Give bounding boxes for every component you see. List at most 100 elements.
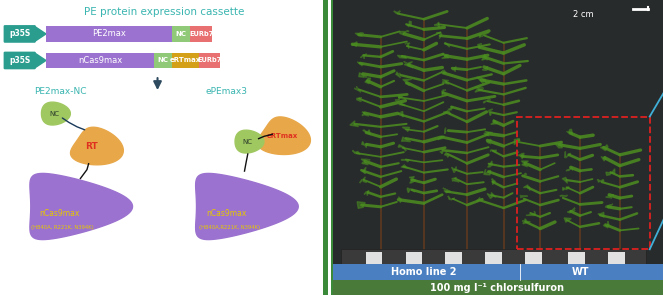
FancyBboxPatch shape	[46, 26, 172, 42]
Polygon shape	[364, 190, 369, 196]
Polygon shape	[399, 102, 405, 106]
FancyBboxPatch shape	[190, 26, 211, 42]
Polygon shape	[350, 121, 359, 127]
Polygon shape	[445, 152, 449, 157]
Text: 2 cm: 2 cm	[573, 10, 594, 19]
Polygon shape	[600, 145, 608, 151]
Polygon shape	[34, 26, 46, 42]
Polygon shape	[398, 111, 403, 117]
Polygon shape	[452, 66, 456, 71]
Polygon shape	[443, 188, 451, 193]
Polygon shape	[490, 150, 497, 153]
Bar	[485, 252, 502, 264]
Polygon shape	[479, 32, 489, 37]
Text: NC: NC	[243, 139, 253, 145]
Polygon shape	[442, 54, 449, 58]
Text: EURb7: EURb7	[189, 31, 213, 37]
Polygon shape	[562, 178, 568, 183]
Bar	[331, 264, 663, 280]
Bar	[341, 249, 646, 266]
Polygon shape	[438, 136, 444, 140]
Polygon shape	[395, 95, 402, 100]
Text: NC: NC	[49, 111, 59, 117]
Polygon shape	[448, 106, 452, 110]
Polygon shape	[487, 192, 496, 198]
Text: WT: WT	[572, 267, 589, 277]
Polygon shape	[452, 167, 456, 173]
Bar	[324, 0, 328, 295]
Text: PE2max-NC: PE2max-NC	[34, 87, 87, 96]
Polygon shape	[42, 102, 70, 125]
Polygon shape	[235, 130, 264, 153]
Polygon shape	[404, 61, 413, 68]
FancyBboxPatch shape	[172, 53, 198, 68]
Polygon shape	[482, 54, 487, 60]
FancyBboxPatch shape	[154, 53, 172, 68]
Bar	[366, 252, 383, 264]
Polygon shape	[524, 185, 530, 191]
Bar	[446, 252, 462, 264]
Bar	[331, 0, 333, 295]
Polygon shape	[359, 73, 367, 77]
Polygon shape	[442, 90, 446, 96]
Text: NC: NC	[176, 31, 187, 37]
Polygon shape	[445, 128, 446, 134]
Polygon shape	[352, 150, 360, 154]
Polygon shape	[567, 130, 573, 135]
Polygon shape	[601, 156, 607, 161]
Polygon shape	[442, 80, 450, 84]
Text: (H840A, R221K, N394K): (H840A, R221K, N394K)	[31, 225, 93, 230]
Polygon shape	[524, 173, 526, 175]
Polygon shape	[484, 169, 491, 175]
Polygon shape	[564, 218, 572, 222]
Polygon shape	[518, 153, 524, 159]
Polygon shape	[30, 173, 133, 240]
Polygon shape	[402, 127, 410, 132]
Polygon shape	[444, 43, 450, 47]
Bar	[608, 252, 625, 264]
Text: NC: NC	[158, 58, 169, 63]
Polygon shape	[351, 42, 357, 47]
Text: eRTmax: eRTmax	[267, 133, 298, 139]
Polygon shape	[357, 202, 365, 208]
Polygon shape	[603, 221, 609, 228]
Polygon shape	[363, 130, 371, 135]
Bar	[406, 252, 422, 264]
Polygon shape	[482, 66, 487, 70]
Polygon shape	[398, 197, 401, 203]
Polygon shape	[34, 53, 46, 68]
Polygon shape	[492, 179, 495, 184]
Text: PE2max: PE2max	[92, 30, 126, 38]
Polygon shape	[514, 139, 520, 145]
Polygon shape	[357, 62, 363, 66]
Polygon shape	[355, 33, 363, 36]
Polygon shape	[363, 167, 366, 173]
Polygon shape	[605, 195, 614, 198]
Polygon shape	[407, 21, 411, 27]
Bar	[525, 252, 542, 264]
Polygon shape	[605, 204, 613, 208]
Polygon shape	[402, 79, 412, 86]
Text: (H840A,R221K, N394K): (H840A,R221K, N394K)	[199, 225, 261, 230]
Polygon shape	[436, 33, 442, 38]
Text: p35S: p35S	[9, 30, 30, 38]
Polygon shape	[489, 109, 493, 116]
Text: p35S: p35S	[9, 56, 30, 65]
Polygon shape	[357, 98, 362, 101]
Polygon shape	[566, 167, 573, 171]
FancyBboxPatch shape	[172, 26, 190, 42]
Polygon shape	[488, 161, 492, 167]
Text: nCas9max: nCas9max	[39, 209, 80, 218]
Polygon shape	[484, 131, 493, 136]
Polygon shape	[258, 117, 310, 155]
Polygon shape	[407, 188, 415, 193]
Text: nCas9max: nCas9max	[78, 56, 122, 65]
Polygon shape	[560, 195, 568, 196]
Text: nCas9max: nCas9max	[206, 209, 247, 218]
Polygon shape	[522, 219, 530, 224]
Polygon shape	[361, 159, 370, 165]
FancyBboxPatch shape	[198, 53, 220, 68]
Polygon shape	[402, 137, 410, 142]
Polygon shape	[365, 78, 371, 84]
Polygon shape	[526, 211, 535, 215]
